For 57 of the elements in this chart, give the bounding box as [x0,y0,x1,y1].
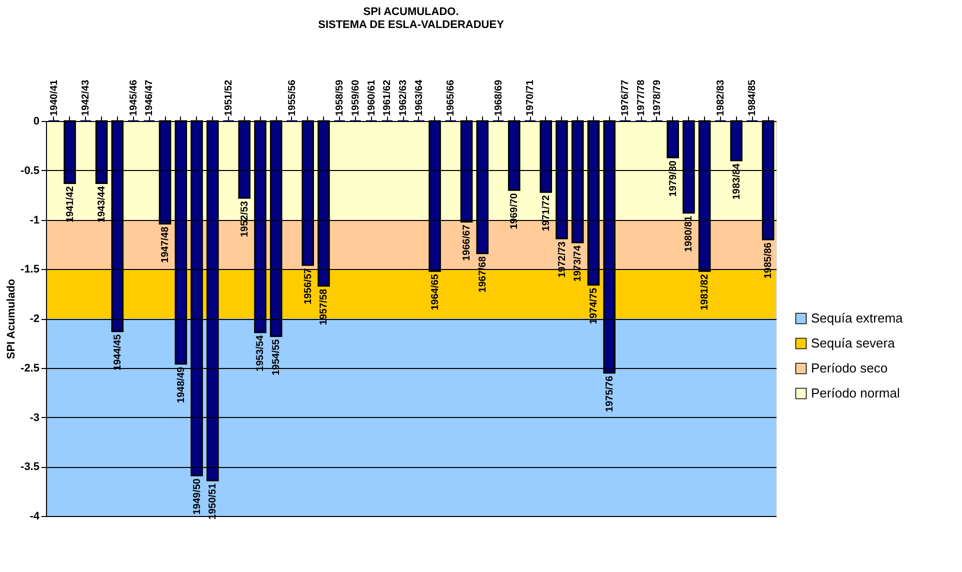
x-tick-label: 1958/59 [334,79,346,116]
x-tick-label: 1978/79 [652,79,663,116]
x-tick-label: 1965/66 [446,79,457,116]
x-tick-label: 1945/46 [128,79,140,116]
x-tick-label: 1952/53 [239,200,250,238]
x-tick-label: 1942/43 [80,79,92,116]
x-tick-label: 1985/86 [763,242,774,279]
x-tick-label: 1954/55 [271,338,282,376]
y-axis-title: SPI Acumulado [6,278,18,360]
x-tick-label: 1971/72 [540,194,552,232]
x-tick-label: 1977/78 [636,79,648,116]
legend-label: Sequía severa [811,336,896,350]
x-tick-label: 1957/58 [318,288,330,326]
band-label: Sequía extrema [811,310,904,326]
x-tick-label: 1955/56 [286,79,298,116]
y-tick-label: -0.5 [20,164,40,177]
x-tick-label: 1941/42 [64,186,76,222]
x-tick-label: 1984/85 [747,79,758,116]
legend-label: Período seco [811,360,888,376]
x-tick-label: 1974/75 [588,287,600,324]
x-tick-label: 1963/64 [414,79,425,116]
x-tick-label: 1946/47 [144,79,156,116]
x-tick-label: 1980/81 [684,215,695,252]
x-tick-label: 1973/74 [572,245,584,282]
x-tick-label: 1943/44 [96,186,108,222]
x-tick-label: 1951/52 [224,79,234,116]
y-tick-label: -3 [30,412,40,424]
x-tick-label: 1956/57 [302,268,314,304]
y-tick-label: -2.5 [20,362,40,374]
y-tick-label: 0 [33,116,40,128]
y-tick-label: -1 [30,214,40,226]
legend-label: Período normal [811,386,900,400]
x-tick-label: 1976/77 [620,79,632,116]
x-tick-label: 1964/65 [430,274,441,310]
chart-title: SPI ACUMULADO. SISTEMA DE ESLA-VALDERADUEY [318,6,505,31]
x-tick-label: 1967/68 [477,256,488,292]
x-tick-label: 1970/71 [525,79,536,116]
x-tick-label: 1982/83 [715,79,726,116]
x-tick-label: 1968/69 [493,79,504,116]
x-tick-label: 1960/61 [366,79,378,116]
y-tick-label: -1.5 [20,264,40,276]
x-tick-label: 1981/82 [700,274,711,310]
x-tick-label: 1944/45 [112,334,124,370]
x-tick-label: 1961/62 [382,79,394,116]
x-tick-label: 1969/70 [509,192,520,230]
x-tick-label: 1949/50 [192,478,203,515]
x-tick-label: 1947/48 [160,226,172,263]
x-tick-label: 1959/60 [350,79,362,116]
x-tick-label: 1975/76 [604,375,616,412]
x-tick-label: 1940/41 [48,79,60,116]
y-tick-label: -3.5 [20,461,40,474]
y-tick-label: -4 [30,510,40,522]
x-tick-label: 1966/67 [462,224,473,261]
x-tick-label: 1962/63 [398,79,410,116]
y-tick-label: -2 [30,313,40,325]
x-tick-label: 1979/80 [668,160,679,197]
x-tick-label: 1972/73 [556,241,568,278]
